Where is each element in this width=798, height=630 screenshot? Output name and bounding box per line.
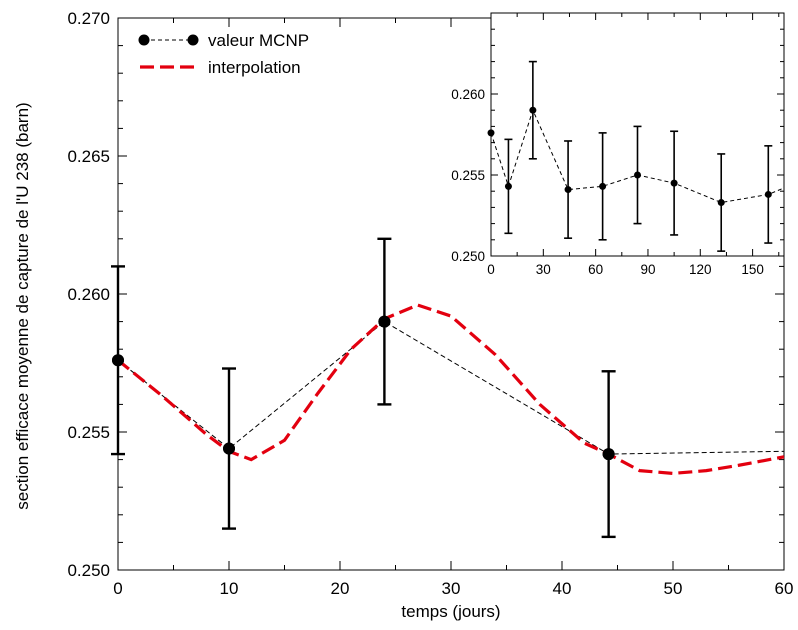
inset-point [487,129,495,137]
main-x-tick-label: 10 [220,579,239,598]
main-y-tick-label: 0.260 [67,285,110,304]
inset-point [564,186,572,194]
inset-x-tick-label: 60 [588,262,603,277]
legend-interp-label: interpolation [208,58,301,77]
main-x-tick-label: 60 [775,579,794,598]
x-axis-title: temps (jours) [401,602,500,621]
legend: valeur MCNP interpolation [138,31,309,77]
main-y-tick-label: 0.265 [67,147,110,166]
mcnp-point-top [378,315,391,328]
inset-point [717,199,725,207]
inset-point [504,182,512,190]
main-y-tick-label: 0.255 [67,423,110,442]
inset-y-tick-label: 0.260 [451,87,485,102]
main-x-tick-label: 20 [331,579,350,598]
mcnp-point-top [602,448,615,461]
inset-x-tick-label: 0 [487,262,495,277]
inset-series [487,60,785,252]
main-axis-ticks: 0 10 20 30 40 50 60 0.250 0.255 0.260 0.265 0.270 [67,9,793,598]
main-x-tick-label: 40 [553,579,572,598]
mcnp-point-top [112,354,124,367]
legend-mcnp-label: valeur MCNP [208,31,309,50]
inset-x-tick-label: 90 [640,262,655,277]
interpolation-line [116,303,785,476]
inset-point [529,106,537,114]
inset-line [490,108,785,204]
main-x-tick-label: 30 [442,579,461,598]
inset-y-tick-label: 0.255 [451,168,485,183]
inset-point [764,190,772,198]
main-x-tick-label: 50 [664,579,683,598]
main-y-tick-label: 0.270 [67,9,110,28]
legend-mcnp-marker-right [187,34,199,46]
y-axis-title: section efficace moyenne de capture de l… [13,102,32,509]
inset-y-tick-label: 0.250 [451,249,485,264]
inset-axis-ticks: 0 30 60 90 120 150 0.250 0.255 0.260 [451,12,784,277]
inset-x-tick-label: 30 [536,262,551,277]
mcnp-line [117,320,785,455]
inset-point [670,179,678,187]
inset-x-tick-label: 120 [689,262,712,277]
inset-point [599,182,607,190]
main-x-tick-label: 0 [113,579,122,598]
legend-mcnp-marker-left [138,34,150,46]
inset-x-tick-label: 150 [741,262,764,277]
main-series [111,237,785,539]
main-y-tick-label: 0.250 [67,561,110,580]
mcnp-point-top [223,442,235,455]
inset-point [634,171,641,179]
